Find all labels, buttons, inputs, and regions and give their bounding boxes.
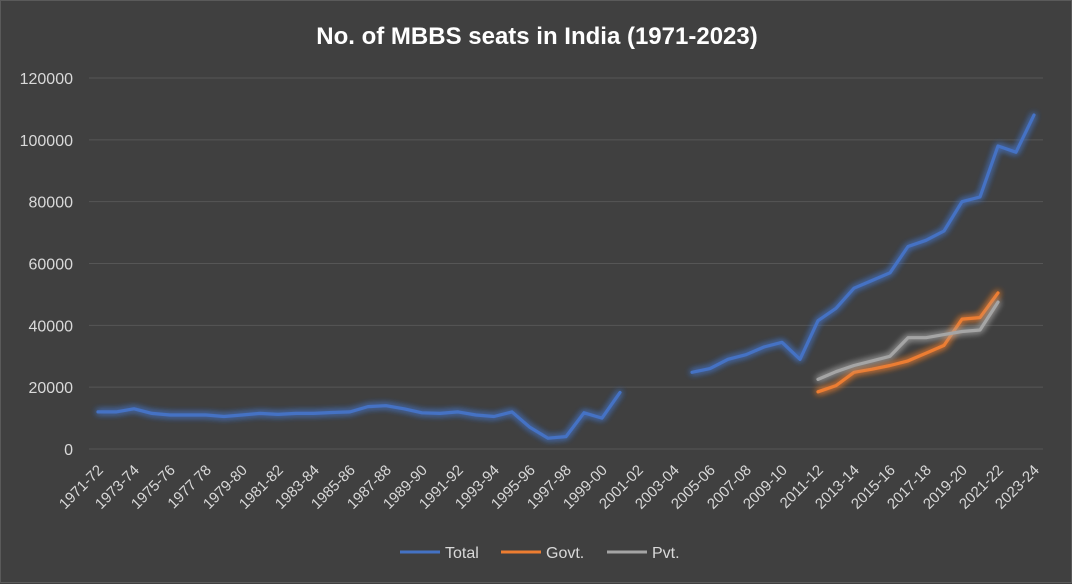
legend: Total Govt. Pvt. (400, 545, 680, 562)
legend-label: Govt. (546, 545, 584, 562)
series-line-govt (816, 291, 1000, 394)
series-lines (96, 113, 1036, 440)
gridlines (89, 77, 1043, 450)
y-tick-label: 0 (64, 442, 73, 459)
y-tick-label: 120000 (20, 71, 73, 88)
legend-label: Pvt. (652, 545, 680, 562)
chart-title: No. of MBBS seats in India (1971-2023) (316, 23, 757, 50)
y-tick-label: 100000 (20, 133, 73, 150)
y-tick-label: 80000 (29, 195, 74, 212)
y-tick-label: 20000 (29, 380, 74, 397)
series-line-total (96, 113, 1036, 440)
legend-label: Total (445, 545, 479, 562)
y-axis-ticks: 0 20000 40000 60000 80000 100000 120000 (20, 71, 73, 459)
y-tick-label: 60000 (29, 257, 74, 274)
y-tick-label: 40000 (29, 318, 74, 335)
series-line-pvt (816, 300, 1000, 381)
